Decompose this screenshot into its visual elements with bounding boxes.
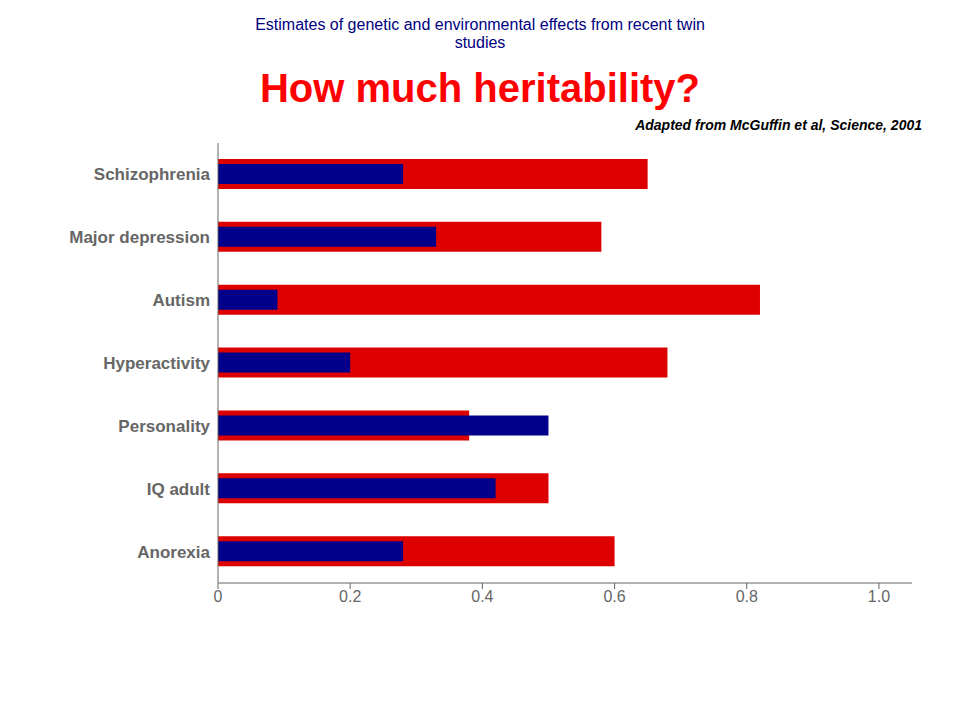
svg-text:0.2: 0.2 [339,588,361,605]
html-text:Adapted from McGuffin et al, S: Adapted from McGuffin et al, Science, 20… [635,117,922,133]
svg-text:0.4: 0.4 [471,588,493,605]
svg-text:Anorexia: Anorexia [137,543,210,562]
html-text:Estimates of genetic and envir: Estimates of genetic and environmental e… [255,16,705,51]
svg-text:0.6: 0.6 [603,588,625,605]
svg-text:0.8: 0.8 [736,588,758,605]
html-text:How much heritability?: How much heritability? [260,66,700,110]
svg-text:IQ adult: IQ adult [147,480,211,499]
svg-text:Personality: Personality [118,417,210,436]
svg-text:1.0: 1.0 [868,588,890,605]
svg-text:Autism: Autism [152,291,210,310]
svg-text:Schizophrenia: Schizophrenia [94,165,211,184]
svg-text:Major depression: Major depression [69,228,210,247]
svg-text:Hyperactivity: Hyperactivity [103,354,210,373]
svg-text:0: 0 [214,588,223,605]
